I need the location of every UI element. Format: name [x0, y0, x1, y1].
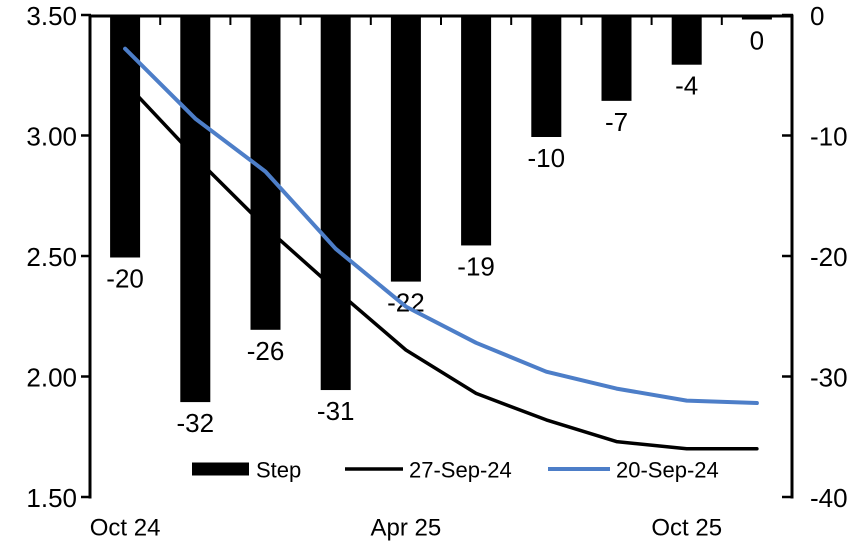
right-axis-label: -10 [810, 122, 848, 152]
line-27-sep-24 [123, 80, 759, 451]
left-axis-label: 3.00 [26, 122, 77, 152]
left-axis-label: 3.50 [26, 1, 77, 31]
bar-step [671, 16, 702, 65]
line-20-sep-24 [123, 46, 759, 405]
bar-data-label: 0 [750, 26, 764, 56]
right-axis-label: -40 [810, 483, 848, 513]
bar-step [390, 16, 421, 282]
bar-data-label: -7 [605, 107, 628, 137]
bar-data-label: -20 [106, 264, 144, 294]
bars-step-series: -20-32-26-31-22-19-10-7-40 [106, 16, 772, 438]
bar-step [601, 16, 632, 101]
x-axis-label: Apr 25 [371, 515, 442, 542]
left-axis-label: 1.50 [26, 483, 77, 513]
bar-data-label: -31 [317, 396, 355, 426]
x-axis-label: Oct 24 [90, 515, 161, 542]
bar-data-label: -26 [247, 336, 285, 366]
left-axis-label: 2.00 [26, 363, 77, 393]
bar-step [320, 16, 351, 391]
bar-data-label: -19 [457, 251, 495, 281]
legend-swatch-step [192, 462, 249, 476]
x-axis-label: Oct 25 [651, 515, 722, 542]
legend-label-20-sep-24: 20-Sep-24 [616, 458, 719, 483]
bar-data-label: -32 [177, 408, 215, 438]
bar-data-label: -10 [528, 143, 566, 173]
right-axis-label: -20 [810, 242, 848, 272]
right-axis-label: -30 [810, 363, 848, 393]
legend-label-27-sep-24: 27-Sep-24 [409, 458, 512, 483]
bar-step [461, 16, 492, 246]
legend: Step 27-Sep-24 20-Sep-24 [192, 458, 719, 483]
right-axis-label: 0 [810, 1, 824, 31]
left-axis-label: 2.50 [26, 242, 77, 272]
bar-step [741, 16, 772, 20]
bar-step [531, 16, 562, 137]
bar-step [180, 16, 211, 403]
bar-data-label: -4 [675, 71, 698, 101]
legend-label-step: Step [256, 458, 301, 483]
bar-step [110, 16, 141, 258]
